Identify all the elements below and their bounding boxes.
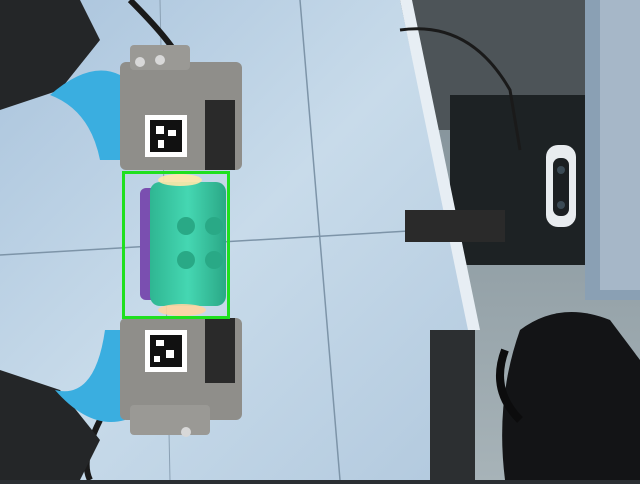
aruco-cell <box>154 356 160 362</box>
camera-lens <box>557 166 565 174</box>
metal-bracket <box>405 210 505 242</box>
table-leg <box>430 330 475 480</box>
aruco-cell <box>158 140 164 148</box>
camera-lens-strip <box>553 158 569 216</box>
brick-body <box>150 182 226 306</box>
aruco-cell <box>166 350 174 358</box>
screw <box>155 55 165 65</box>
gripper-finger-bottom-inner <box>205 318 235 383</box>
gripper-finger-bottom-mount <box>130 405 210 435</box>
light-glare <box>158 304 206 316</box>
screw <box>181 427 191 437</box>
brick-stud <box>177 217 195 235</box>
aruco-cell <box>168 130 176 136</box>
table-edge <box>400 0 480 330</box>
cabinet-face <box>600 0 640 290</box>
brick-stud <box>205 251 223 269</box>
aruco-cell <box>156 340 164 346</box>
light-glare <box>158 174 202 186</box>
table-seam <box>299 0 341 481</box>
backpack <box>502 312 640 480</box>
cable <box>399 27 522 151</box>
robot-arm-lower <box>0 370 100 480</box>
robot-arm-upper <box>0 0 100 110</box>
gripper-pad-top <box>50 70 120 160</box>
aruco-marker-top-inner <box>150 120 182 152</box>
gripper-pad-bottom <box>55 330 125 422</box>
camera-lens <box>557 201 565 209</box>
gripper-finger-top-inner <box>205 100 235 170</box>
brick-stud <box>205 217 223 235</box>
brick-stud <box>177 251 195 269</box>
detection-bounding-box <box>122 171 230 319</box>
backpack-strap <box>496 348 523 423</box>
aruco-cell <box>156 126 164 134</box>
table-seam <box>0 227 461 256</box>
screw <box>135 57 145 67</box>
